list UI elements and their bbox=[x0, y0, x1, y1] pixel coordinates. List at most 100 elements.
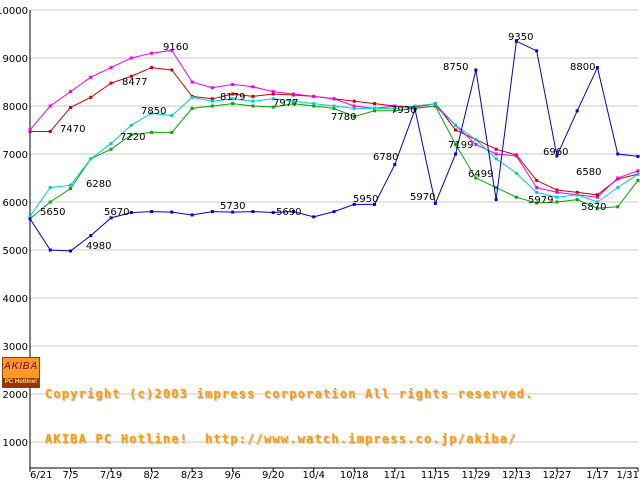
data-value-label: 6580 bbox=[576, 167, 601, 178]
data-point-marker bbox=[454, 142, 458, 146]
data-point-marker bbox=[150, 130, 154, 134]
x-axis-tick-label: 9/20 bbox=[262, 470, 284, 480]
data-point-marker bbox=[555, 154, 559, 158]
x-axis-tick-label: 11/29 bbox=[461, 470, 490, 480]
data-value-label: 5970 bbox=[410, 192, 435, 203]
x-axis-tick-label: 7/5 bbox=[62, 470, 78, 480]
data-point-marker bbox=[494, 157, 498, 161]
data-point-marker bbox=[251, 99, 255, 103]
data-value-label: 6960 bbox=[543, 147, 568, 158]
data-point-marker bbox=[373, 102, 377, 106]
data-point-marker bbox=[109, 147, 113, 151]
data-point-marker bbox=[555, 190, 559, 194]
data-value-label: 7199 bbox=[448, 140, 473, 151]
data-point-marker bbox=[575, 193, 579, 197]
data-value-label: 8477 bbox=[122, 77, 147, 88]
data-point-marker bbox=[413, 104, 417, 108]
data-point-marker bbox=[271, 211, 275, 215]
data-value-label: 8179 bbox=[220, 92, 245, 103]
data-point-marker bbox=[535, 49, 539, 53]
data-point-marker bbox=[48, 248, 52, 252]
data-value-label: 8800 bbox=[570, 62, 595, 73]
data-point-marker bbox=[352, 202, 356, 206]
data-point-marker bbox=[291, 92, 295, 96]
data-point-marker bbox=[595, 193, 599, 197]
data-point-marker bbox=[129, 56, 133, 60]
data-point-marker bbox=[433, 102, 437, 106]
data-point-marker bbox=[373, 202, 377, 206]
data-point-marker bbox=[190, 95, 194, 99]
copyright-line1: Copyright (c)2003 impress corporation Al… bbox=[45, 387, 534, 401]
data-point-marker bbox=[535, 178, 539, 182]
data-point-marker bbox=[413, 107, 417, 111]
x-axis-tick-label: 8/23 bbox=[181, 470, 203, 480]
data-point-marker bbox=[312, 102, 316, 106]
data-point-marker bbox=[69, 105, 73, 109]
data-point-marker bbox=[595, 66, 599, 70]
data-point-marker bbox=[494, 186, 498, 190]
series-magenta bbox=[28, 48, 640, 199]
data-value-label: 7850 bbox=[141, 106, 166, 117]
data-value-label: 8750 bbox=[443, 62, 468, 73]
y-axis-tick-label: 3000 bbox=[3, 342, 28, 353]
data-point-marker bbox=[170, 210, 174, 214]
data-point-marker bbox=[616, 205, 620, 209]
data-point-marker bbox=[231, 210, 235, 214]
y-axis-tick-label: 4000 bbox=[3, 294, 28, 305]
data-point-marker bbox=[89, 157, 93, 161]
x-axis-tick-label: 9/6 bbox=[225, 470, 241, 480]
data-point-marker bbox=[251, 94, 255, 98]
data-point-marker bbox=[514, 195, 518, 199]
data-point-marker bbox=[494, 152, 498, 156]
data-point-marker bbox=[271, 90, 275, 94]
data-point-marker bbox=[28, 214, 32, 218]
data-point-marker bbox=[595, 195, 599, 199]
data-value-label: 6499 bbox=[468, 169, 493, 180]
data-point-marker bbox=[271, 92, 275, 96]
data-point-marker bbox=[474, 138, 478, 142]
data-point-marker bbox=[150, 210, 154, 214]
data-point-marker bbox=[474, 142, 478, 146]
data-point-marker bbox=[170, 130, 174, 134]
y-axis-tick-label: 5000 bbox=[3, 246, 28, 257]
data-point-marker bbox=[535, 190, 539, 194]
data-point-marker bbox=[170, 114, 174, 118]
data-point-marker bbox=[393, 163, 397, 167]
data-point-marker bbox=[433, 201, 437, 205]
data-point-marker bbox=[575, 190, 579, 194]
logo-title: AKIBA bbox=[3, 361, 39, 372]
x-axis-tick-label: 12/27 bbox=[543, 470, 572, 480]
data-point-marker bbox=[291, 99, 295, 103]
data-value-label: 5979 bbox=[528, 195, 553, 206]
x-axis-tick-label: 7/19 bbox=[100, 470, 122, 480]
data-point-marker bbox=[109, 141, 113, 145]
data-point-marker bbox=[636, 178, 640, 182]
akiba-pc-hotline-logo: AKIBA PC Hotline! bbox=[2, 357, 40, 388]
data-value-label: 7220 bbox=[120, 132, 145, 143]
data-point-marker bbox=[352, 115, 356, 119]
data-value-label: 6280 bbox=[86, 179, 111, 190]
data-point-marker bbox=[28, 128, 32, 132]
series-cyan bbox=[28, 95, 640, 218]
data-point-marker bbox=[555, 200, 559, 204]
data-point-marker bbox=[210, 99, 214, 103]
data-point-marker bbox=[48, 129, 52, 133]
data-point-marker bbox=[28, 217, 32, 221]
data-value-label: 5870 bbox=[581, 202, 606, 213]
data-point-marker bbox=[636, 169, 640, 173]
data-point-marker bbox=[291, 102, 295, 106]
data-point-marker bbox=[352, 104, 356, 108]
data-point-marker bbox=[190, 80, 194, 84]
series-line-magenta bbox=[29, 49, 639, 198]
data-point-marker bbox=[393, 106, 397, 110]
data-point-marker bbox=[555, 188, 559, 192]
y-axis-tick-label: 7000 bbox=[3, 150, 28, 161]
data-point-marker bbox=[454, 123, 458, 127]
x-axis-tick-label: 11/1 bbox=[384, 470, 406, 480]
data-value-label: 5730 bbox=[220, 201, 245, 212]
data-point-marker bbox=[494, 198, 498, 202]
data-point-marker bbox=[129, 133, 133, 137]
data-point-marker bbox=[150, 111, 154, 115]
